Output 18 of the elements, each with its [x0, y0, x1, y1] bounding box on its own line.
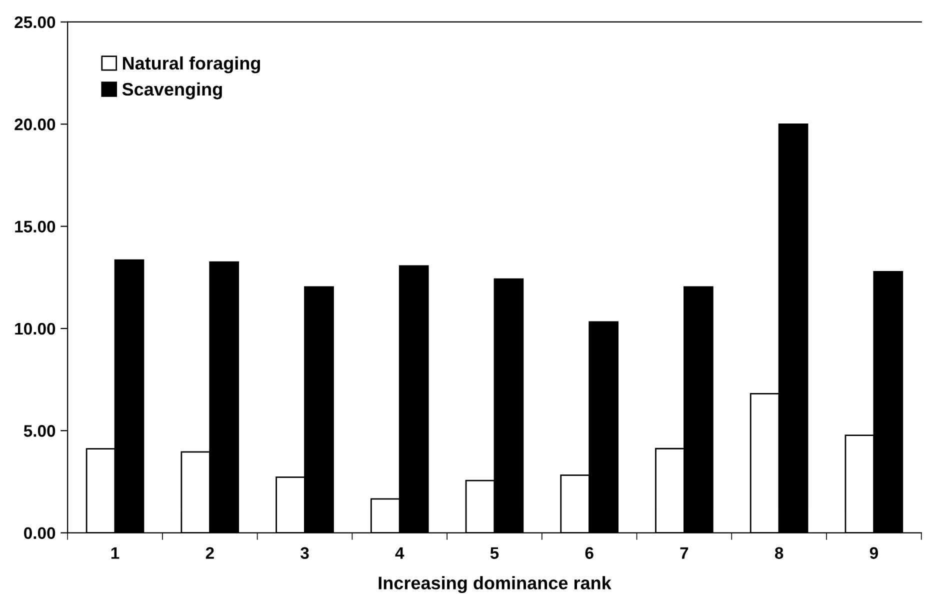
x-tick-label: 8	[774, 547, 784, 559]
y-tick-label: 25.00	[14, 16, 56, 28]
legend-label: Scavenging	[122, 82, 222, 100]
y-tick-label: 10.00	[15, 322, 56, 335]
x-tick-label: 4	[395, 547, 404, 559]
x-tick-label: 9	[870, 547, 878, 559]
y-tick-label: 15.00	[15, 220, 56, 233]
x-tick-label: 2	[206, 547, 214, 559]
x-tick-label: 6	[585, 547, 594, 559]
x-tick-label: 1	[111, 547, 120, 559]
x-tick-label: 5	[490, 547, 499, 559]
x-tick-label: 7	[680, 547, 688, 559]
x-axis-title: Increasing dominance rank	[378, 576, 612, 594]
legend-label: Natural foraging	[122, 56, 260, 74]
y-tick-label: 20.00	[14, 118, 56, 130]
x-tick-label: 3	[300, 547, 309, 559]
y-tick-label: 0.00	[24, 527, 56, 540]
y-tick-label: 5.00	[24, 425, 56, 437]
